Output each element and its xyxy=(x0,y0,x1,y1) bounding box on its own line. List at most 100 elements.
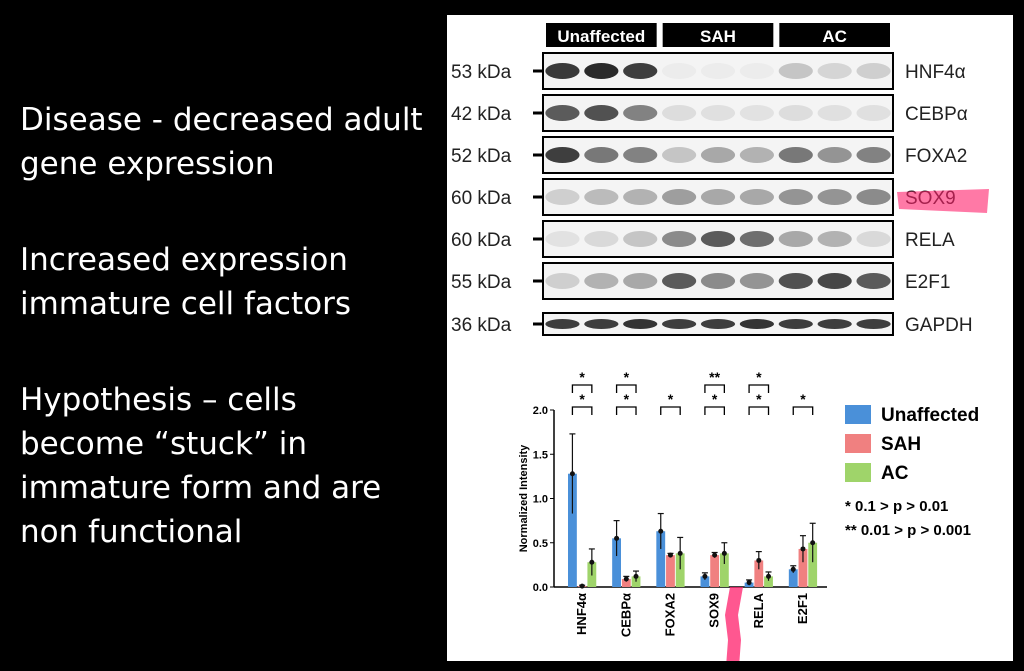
category-label: HNF4α xyxy=(574,593,589,635)
band xyxy=(584,63,619,79)
band xyxy=(545,231,580,247)
bar xyxy=(719,553,729,587)
band xyxy=(700,147,736,163)
y-axis-label: Normalized Intensity xyxy=(518,444,530,552)
data-point xyxy=(667,552,673,558)
band xyxy=(545,273,580,289)
significance-bracket xyxy=(704,384,725,393)
category-label: E2F1 xyxy=(795,593,810,624)
y-tick-label: 1.5 xyxy=(533,449,548,461)
legend-swatch xyxy=(845,434,871,453)
data-point xyxy=(800,546,806,552)
band xyxy=(778,231,813,247)
band xyxy=(739,189,774,205)
band xyxy=(856,63,891,79)
legend-swatch xyxy=(845,463,871,482)
band xyxy=(856,231,891,247)
significance-bracket xyxy=(615,406,637,415)
band xyxy=(739,147,774,163)
bar xyxy=(700,576,710,587)
bar xyxy=(656,531,666,587)
highlight-mark xyxy=(897,189,989,213)
protein-label: GAPDH xyxy=(905,315,973,336)
band xyxy=(778,63,813,79)
band xyxy=(739,105,774,121)
band xyxy=(584,231,619,247)
data-point xyxy=(614,535,620,541)
significance-label: * xyxy=(712,391,718,407)
band xyxy=(584,105,619,121)
protein-label: HNF4α xyxy=(905,62,966,83)
category-label: SOX9 xyxy=(707,593,722,628)
bar xyxy=(808,542,818,587)
significance-label: * xyxy=(579,391,585,407)
band xyxy=(584,189,619,205)
bullet-disease: Disease - decreased adult gene expressio… xyxy=(20,102,423,182)
band xyxy=(739,319,774,329)
band xyxy=(739,63,774,79)
significance-bracket xyxy=(748,406,770,415)
kda-label: 36 kDa xyxy=(451,315,512,336)
significance-bracket xyxy=(704,406,725,415)
band xyxy=(545,147,580,163)
data-point xyxy=(589,559,595,565)
band xyxy=(817,63,852,79)
band xyxy=(623,231,658,247)
bullet-hypothesis: Hypothesis – cells become “stuck” in imm… xyxy=(20,382,382,550)
data-point xyxy=(810,540,816,546)
data-point xyxy=(721,550,727,556)
band xyxy=(662,147,697,163)
bar xyxy=(621,579,631,587)
data-point xyxy=(677,550,683,556)
band xyxy=(700,105,736,121)
band xyxy=(662,273,697,289)
band xyxy=(584,319,619,329)
band xyxy=(856,105,891,121)
group-header-bg xyxy=(779,23,890,47)
band xyxy=(817,189,852,205)
protein-label: RELA xyxy=(905,230,955,251)
bar xyxy=(612,538,621,587)
significance-label: * xyxy=(756,391,762,407)
category-label: FOXA2 xyxy=(662,593,677,636)
band xyxy=(623,63,658,79)
band xyxy=(662,319,697,329)
band xyxy=(817,273,852,289)
data-point xyxy=(569,471,575,477)
band xyxy=(778,147,813,163)
category-label: CEBPα xyxy=(618,593,633,637)
band xyxy=(700,273,736,289)
significance-label: * xyxy=(668,391,674,407)
band xyxy=(662,63,697,79)
figure-svg: Unaffected SAH AC 53 kDa HNF4α 42 kDa CEBPα 52 … xyxy=(451,23,989,661)
band xyxy=(545,63,580,79)
bar xyxy=(675,553,685,587)
band xyxy=(739,231,774,247)
p-value-note: ** 0.01 > p > 0.001 xyxy=(845,522,971,539)
band xyxy=(662,231,697,247)
significance-bracket xyxy=(660,406,681,415)
bar xyxy=(754,560,764,587)
significance-bracket xyxy=(792,406,814,415)
band xyxy=(817,231,852,247)
significance-label: * xyxy=(800,391,806,407)
band xyxy=(778,189,813,205)
band xyxy=(700,319,736,329)
significance-label: * xyxy=(624,369,630,385)
bullet-list: Disease - decreased adult gene expressio… xyxy=(20,98,430,554)
protein-label: E2F1 xyxy=(905,272,950,293)
protein-label: FOXA2 xyxy=(905,146,967,167)
band xyxy=(623,189,658,205)
band xyxy=(856,147,891,163)
band xyxy=(662,189,697,205)
group-header-label: SAH xyxy=(700,27,736,46)
bullet-immature-factors: Increased expression immature cell facto… xyxy=(20,242,351,322)
significance-bracket xyxy=(748,384,770,393)
band xyxy=(584,147,619,163)
kda-label: 60 kDa xyxy=(451,230,512,251)
significance-label: * xyxy=(624,391,630,407)
band xyxy=(778,105,813,121)
significance-bracket xyxy=(571,406,593,415)
band xyxy=(856,189,891,205)
group-header-label: Unaffected xyxy=(557,27,645,46)
